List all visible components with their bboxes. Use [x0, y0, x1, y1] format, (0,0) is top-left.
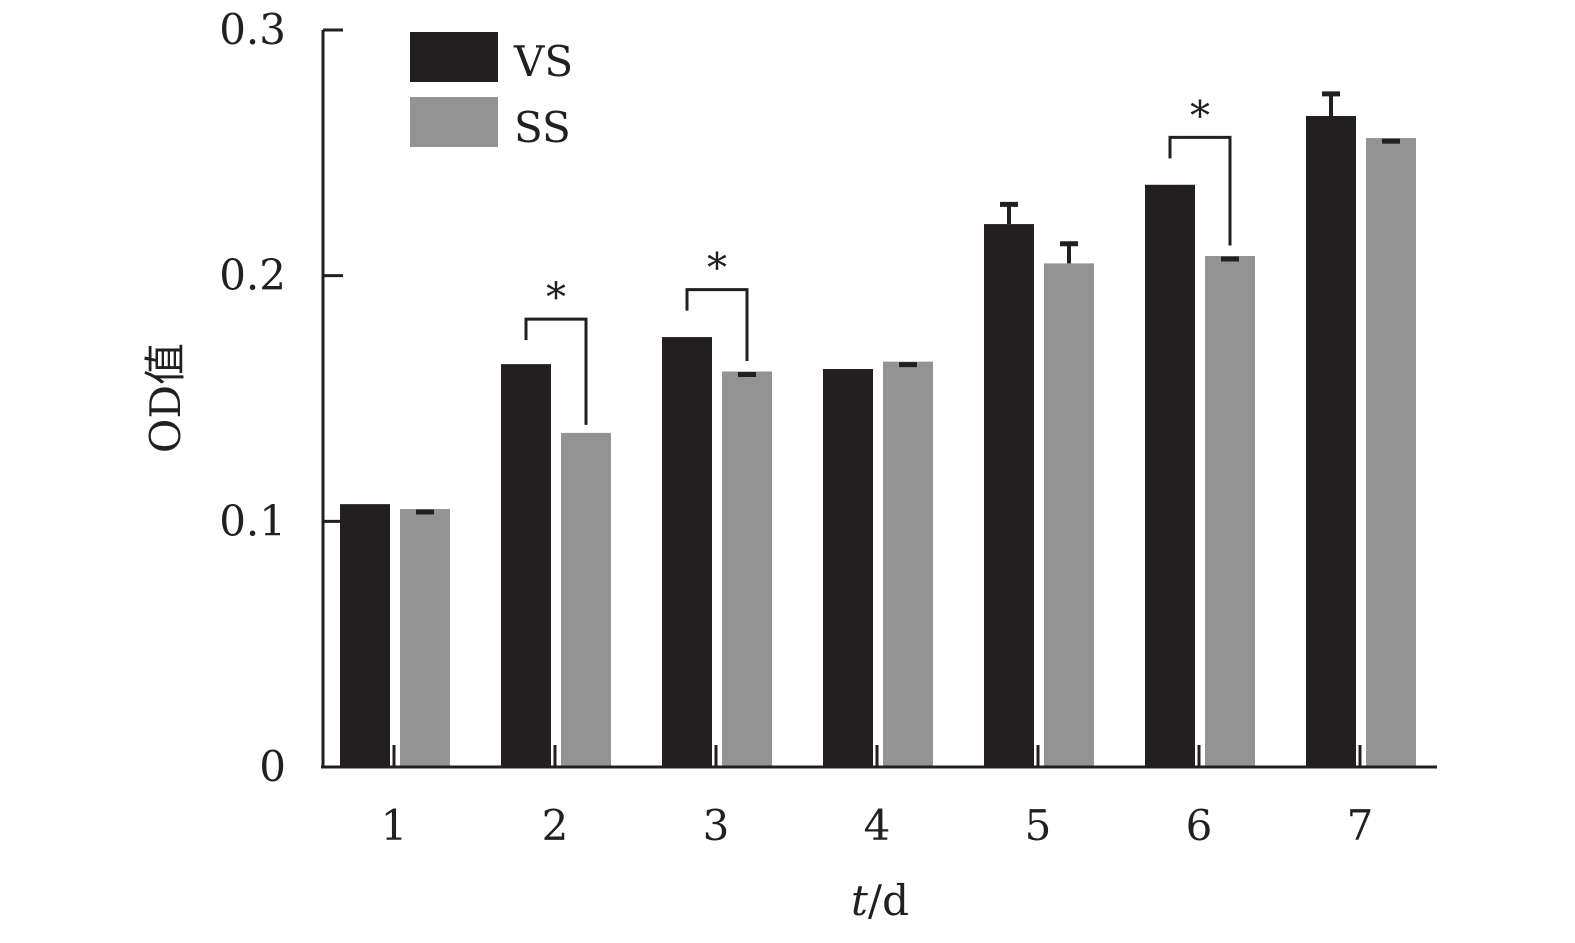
x-ticks-layer: 1 2 3 4 5 6 7	[381, 745, 1374, 850]
x-tick-label: 4	[864, 801, 891, 850]
error-bars-layer	[416, 91, 1400, 515]
y-tick-label: 0	[259, 742, 286, 791]
x-tick-label: 2	[542, 801, 569, 850]
x-axis-title: t/d	[851, 876, 909, 925]
x-tick-label: 5	[1025, 801, 1052, 850]
y-tick-label: 0.1	[219, 496, 286, 545]
bars-layer	[340, 115, 1416, 768]
x-tick-label: 1	[381, 801, 408, 850]
bar-vs-day-6	[1145, 184, 1195, 767]
legend-swatch-vs	[410, 32, 498, 82]
bar-vs-day-4	[823, 369, 873, 767]
significance-bracket-day-6	[1168, 135, 1232, 246]
significance-star-day-2: *	[546, 275, 566, 321]
bar-ss-day-1	[400, 509, 450, 767]
bar-vs-day-1	[340, 504, 390, 767]
bar-vs-day-5	[984, 224, 1034, 767]
y-ticks-layer: 0 0.1 0.2 0.3	[219, 5, 343, 791]
significance-bracket-day-2	[524, 317, 588, 425]
x-tick-label: 7	[1347, 801, 1374, 850]
legend-label-vs: VS	[513, 37, 573, 86]
bar-vs-day-3	[662, 337, 712, 767]
bar-vs-day-7	[1306, 115, 1356, 767]
y-tick-label: 0.2	[219, 251, 286, 300]
bar-vs-day-2	[501, 364, 551, 767]
bar-ss-day-4	[883, 361, 933, 767]
bar-ss-day-6	[1205, 256, 1255, 767]
significance-bracket-day-3	[685, 288, 749, 362]
legend-label-ss: SS	[514, 103, 571, 152]
x-tick-label: 6	[1186, 801, 1213, 850]
bar-ss-day-3	[722, 371, 772, 767]
y-tick-label: 0.3	[219, 5, 286, 54]
significance-star-day-6: *	[1190, 93, 1210, 139]
bar-ss-day-2	[561, 432, 611, 767]
y-axis-title: OD值	[141, 343, 190, 453]
legend: VS SS	[410, 32, 573, 152]
significance-star-day-3: *	[707, 246, 727, 292]
significance-layer: * * *	[524, 93, 1232, 425]
x-tick-label: 3	[703, 801, 730, 850]
bar-ss-day-7	[1366, 138, 1416, 768]
bar-ss-day-5	[1044, 263, 1094, 767]
legend-swatch-ss	[410, 97, 498, 147]
